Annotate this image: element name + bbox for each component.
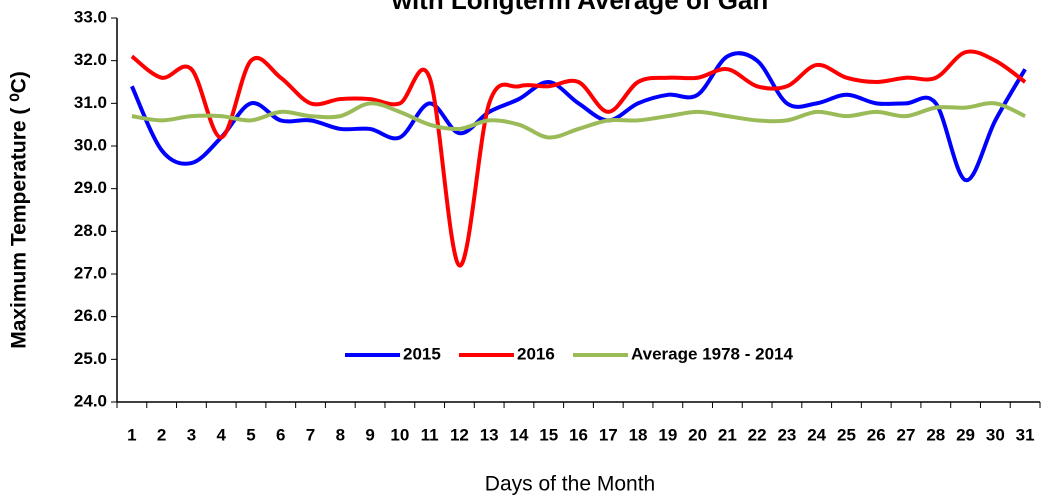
x-tick-label: 8 xyxy=(336,425,345,444)
x-tick-label: 16 xyxy=(569,425,588,444)
x-tick-label: 6 xyxy=(276,425,285,444)
y-tick-label: 24.0 xyxy=(74,391,107,410)
legend-label: Average 1978 - 2014 xyxy=(631,344,793,363)
x-tick-label: 11 xyxy=(421,425,439,444)
x-axis-label: Days of the Month xyxy=(485,473,655,496)
x-tick-label: 20 xyxy=(688,425,707,444)
y-tick-label: 32.0 xyxy=(74,50,107,69)
x-tick-label: 23 xyxy=(777,425,796,444)
x-tick-label: 10 xyxy=(390,425,409,444)
x-tick-label: 29 xyxy=(956,425,975,444)
y-tick-label: 33.0 xyxy=(74,7,107,26)
y-tick-label: 29.0 xyxy=(74,178,107,197)
y-tick-label: 30.0 xyxy=(74,135,107,154)
x-tick-label: 9 xyxy=(365,425,374,444)
x-tick-label: 1 xyxy=(127,425,136,444)
y-tick-label: 31.0 xyxy=(74,93,107,112)
x-tick-label: 31 xyxy=(1016,425,1035,444)
x-tick-label: 18 xyxy=(629,425,648,444)
x-tick-label: 3 xyxy=(187,425,196,444)
x-tick-label: 25 xyxy=(837,425,856,444)
x-tick-label: 19 xyxy=(658,425,677,444)
x-tick-label: 2 xyxy=(157,425,166,444)
line-series xyxy=(130,51,1027,183)
x-tick-label: 24 xyxy=(807,425,826,444)
y-tick-label: 26.0 xyxy=(74,306,107,325)
y-axis-label: Maximum Temperature ( ⁰C) xyxy=(8,71,31,349)
x-tick-label: 14 xyxy=(509,425,528,444)
y-tick-label: 25.0 xyxy=(74,349,107,368)
x-tick-label: 4 xyxy=(216,425,226,444)
x-tick-label: 17 xyxy=(599,425,618,444)
y-tick-label: 28.0 xyxy=(74,221,107,240)
legend-label: 2015 xyxy=(403,344,441,363)
x-tick-label: 27 xyxy=(897,425,916,444)
x-tick-label: 22 xyxy=(748,425,767,444)
line-series xyxy=(130,49,1027,268)
x-tick-label: 30 xyxy=(986,425,1005,444)
y-tick-label: 27.0 xyxy=(74,263,107,282)
x-tick-label: 5 xyxy=(246,425,255,444)
x-tick-label: 15 xyxy=(539,425,558,444)
x-tick-label: 26 xyxy=(867,425,886,444)
chart-title: with Longterm Average of Gan xyxy=(391,0,769,15)
x-tick-label: 21 xyxy=(718,425,737,444)
legend-label: 2016 xyxy=(517,344,555,363)
x-tick-label: 28 xyxy=(926,425,945,444)
x-tick-label: 12 xyxy=(450,425,469,444)
x-tick-label: 7 xyxy=(306,425,315,444)
line-series xyxy=(131,101,1026,140)
x-tick-label: 13 xyxy=(480,425,499,444)
